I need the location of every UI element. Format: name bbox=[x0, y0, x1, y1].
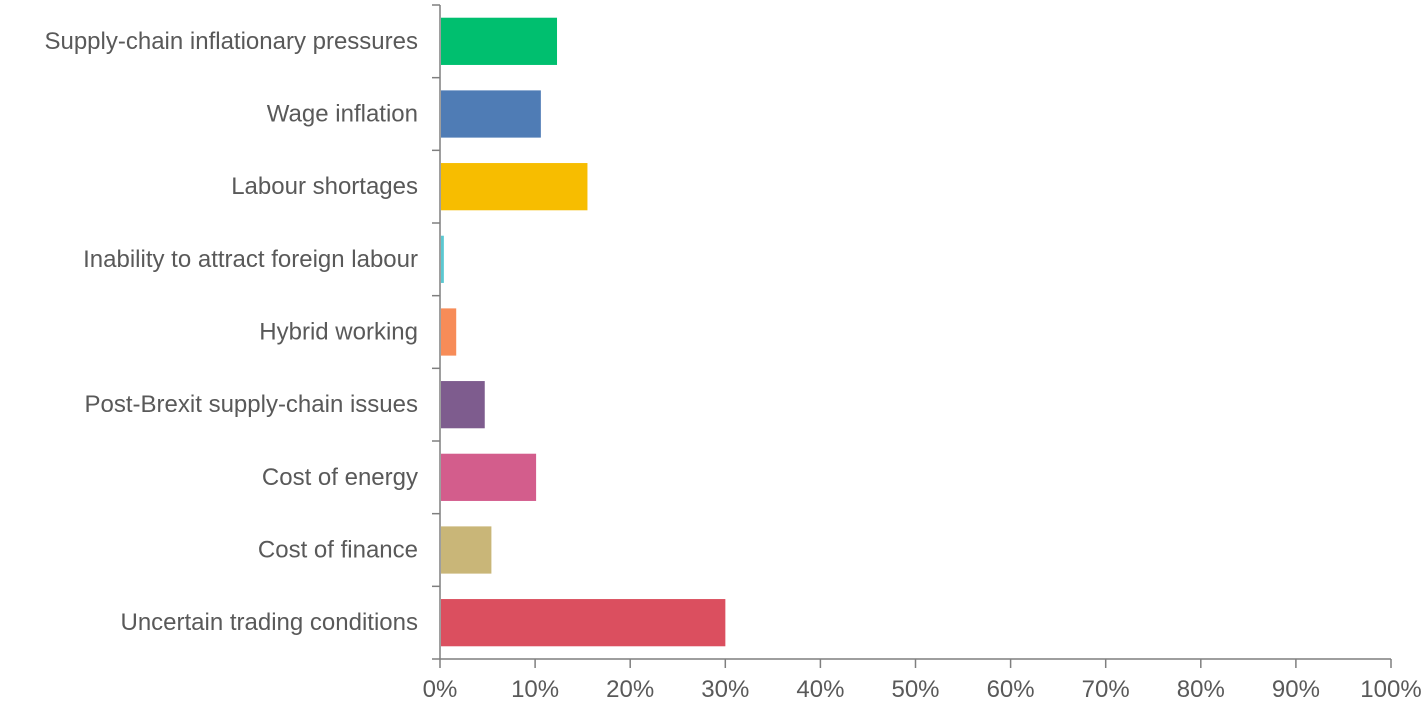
axes-group bbox=[432, 4, 1392, 668]
category-labels-group: Supply-chain inflationary pressures Wage … bbox=[44, 28, 418, 636]
category-label: Post-Brexit supply-chain issues bbox=[85, 391, 418, 418]
category-label: Uncertain trading conditions bbox=[120, 609, 418, 636]
bar bbox=[441, 90, 541, 138]
x-tick-label: 90% bbox=[1272, 676, 1320, 703]
x-tick-label: 30% bbox=[701, 676, 749, 703]
x-tick-label: 60% bbox=[987, 676, 1035, 703]
bar bbox=[441, 453, 537, 501]
x-tick-label: 80% bbox=[1177, 676, 1225, 703]
bar bbox=[441, 599, 726, 647]
bar bbox=[441, 526, 492, 574]
x-tick-label: 0% bbox=[423, 676, 458, 703]
category-label: Supply-chain inflationary pressures bbox=[44, 28, 418, 55]
category-label: Wage inflation bbox=[267, 101, 418, 128]
bar bbox=[441, 308, 457, 356]
tick-labels-group: 0% 10% 20% 30% 40% 50% 60% 70% 80% 90% 100% bbox=[423, 676, 1422, 703]
category-label: Inability to attract foreign labour bbox=[83, 246, 418, 273]
bar bbox=[441, 381, 485, 429]
x-tick-label: 100% bbox=[1360, 676, 1421, 703]
category-label: Cost of finance bbox=[258, 537, 418, 564]
category-label: Cost of energy bbox=[262, 464, 418, 491]
x-tick-label: 10% bbox=[511, 676, 559, 703]
category-label: Labour shortages bbox=[231, 173, 418, 200]
bar bbox=[441, 235, 444, 283]
bar bbox=[441, 17, 558, 65]
bar bbox=[441, 163, 588, 211]
category-label: Hybrid working bbox=[259, 319, 418, 346]
x-tick-label: 50% bbox=[891, 676, 939, 703]
x-tick-label: 40% bbox=[796, 676, 844, 703]
x-tick-label: 20% bbox=[606, 676, 654, 703]
x-tick-label: 70% bbox=[1082, 676, 1130, 703]
bars-group bbox=[441, 17, 726, 647]
